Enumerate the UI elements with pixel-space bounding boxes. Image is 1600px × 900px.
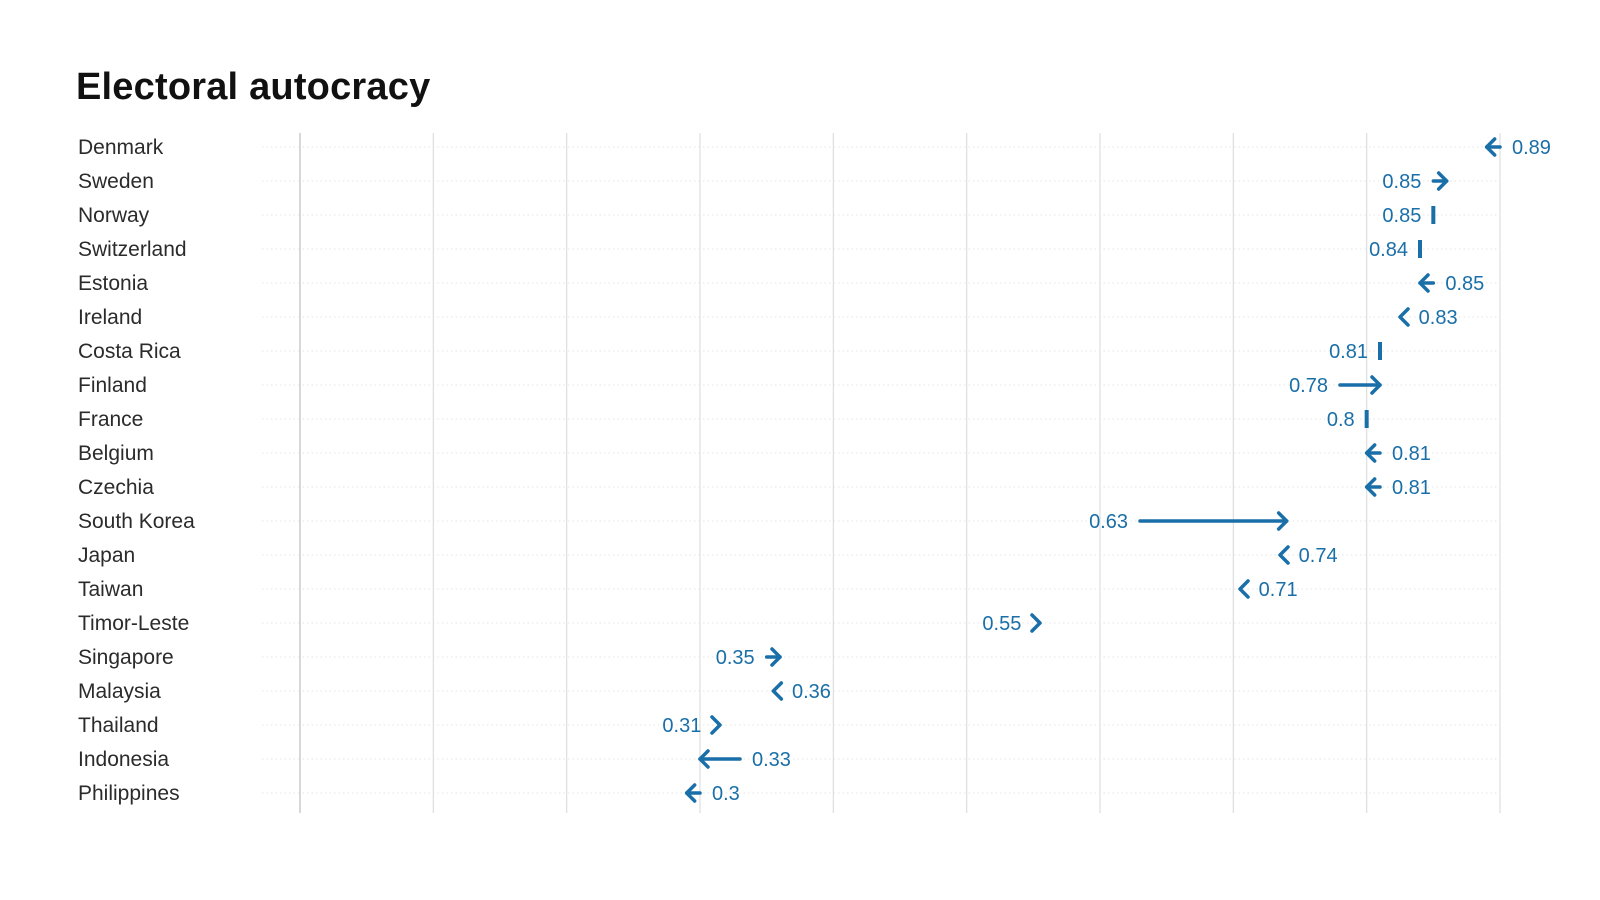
value-label: 0.33 <box>752 749 791 771</box>
value-label: 0.85 <box>1445 273 1484 295</box>
country-label: Philippines <box>78 782 180 805</box>
row-japan: Japan 0.74 <box>78 544 1500 567</box>
row-france: France 0.8 <box>78 408 1500 431</box>
change-arrow-head <box>771 681 784 701</box>
value-label: 0.89 <box>1512 137 1551 159</box>
change-arrow-head <box>1276 511 1289 531</box>
row-belgium: Belgium 0.81 <box>78 442 1500 465</box>
country-label: Indonesia <box>78 748 169 771</box>
value-label: 0.55 <box>982 613 1021 635</box>
value-label: 0.71 <box>1259 579 1298 601</box>
country-label: Belgium <box>78 442 154 465</box>
change-arrow-head <box>698 749 710 769</box>
country-label: South Korea <box>78 510 195 533</box>
country-label: Japan <box>78 544 135 567</box>
country-label: Denmark <box>78 136 164 159</box>
value-label: 0.63 <box>1089 511 1128 533</box>
change-arrow-head <box>710 715 722 735</box>
country-label: France <box>78 408 143 431</box>
value-label: 0.35 <box>716 647 755 669</box>
row-costa-rica: Costa Rica 0.81 <box>78 340 1500 363</box>
country-label: Malaysia <box>78 680 161 703</box>
row-thailand: Thailand 0.31 <box>78 714 1500 737</box>
change-arrow-head <box>684 783 697 803</box>
value-label: 0.31 <box>662 715 701 737</box>
country-label: Thailand <box>78 714 159 737</box>
row-philippines: Philippines 0.3 <box>78 782 1500 805</box>
change-arrow-head <box>1370 375 1382 395</box>
value-label: 0.8 <box>1327 409 1355 431</box>
row-timor-leste: Timor-Leste 0.55 <box>78 612 1500 635</box>
change-arrow-head <box>1364 477 1377 497</box>
row-taiwan: Taiwan 0.71 <box>78 578 1500 601</box>
grid-layer <box>299 133 1501 813</box>
value-label: 0.81 <box>1392 477 1431 499</box>
country-label: Norway <box>78 204 150 227</box>
row-singapore: Singapore 0.35 <box>78 646 1500 669</box>
row-south-korea: South Korea 0.63 <box>78 510 1500 533</box>
row-sweden: Sweden 0.85 <box>78 170 1500 193</box>
change-arrow-head <box>1278 545 1290 565</box>
change-arrow-head <box>1398 307 1410 327</box>
row-finland: Finland 0.78 <box>78 374 1500 397</box>
change-arrow-head <box>1484 137 1497 157</box>
change-arrow-head <box>1238 579 1250 599</box>
row-switzerland: Switzerland 0.84 <box>78 238 1500 261</box>
change-arrow-head <box>1364 443 1377 463</box>
country-label: Taiwan <box>78 578 143 601</box>
country-label: Singapore <box>78 646 174 669</box>
value-label: 0.3 <box>712 783 740 805</box>
chart-title: Electoral autocracy <box>76 66 431 108</box>
country-label: Finland <box>78 374 147 397</box>
row-estonia: Estonia 0.85 <box>78 272 1500 295</box>
row-czechia: Czechia 0.81 <box>78 476 1500 499</box>
value-label: 0.84 <box>1369 239 1408 261</box>
row-denmark: Denmark 0.89 <box>78 136 1551 159</box>
country-label: Costa Rica <box>78 340 181 363</box>
change-arrow-head <box>1418 273 1430 293</box>
row-norway: Norway 0.85 <box>78 204 1500 227</box>
row-ireland: Ireland 0.83 <box>78 306 1500 329</box>
value-label: 0.78 <box>1289 375 1328 397</box>
change-arrow-head <box>770 647 782 667</box>
country-label: Czechia <box>78 476 154 499</box>
value-label: 0.85 <box>1382 205 1421 227</box>
change-arrow-head <box>1436 171 1449 191</box>
value-label: 0.74 <box>1299 545 1338 567</box>
rows-layer: Denmark 0.89 Sweden 0.85 Norway 0.85 Switzerla… <box>78 136 1551 805</box>
value-label: 0.81 <box>1329 341 1368 363</box>
value-label: 0.36 <box>792 681 831 703</box>
row-malaysia: Malaysia 0.36 <box>78 680 1500 703</box>
country-label: Timor-Leste <box>78 612 189 635</box>
row-indonesia: Indonesia 0.33 <box>78 748 1500 771</box>
value-label: 0.81 <box>1392 443 1431 465</box>
country-label: Ireland <box>78 306 142 329</box>
value-label: 0.85 <box>1382 171 1421 193</box>
change-arrow-head <box>1030 613 1042 633</box>
country-label: Sweden <box>78 170 154 193</box>
country-label: Estonia <box>78 272 148 295</box>
value-label: 0.83 <box>1419 307 1458 329</box>
country-label: Switzerland <box>78 238 187 261</box>
